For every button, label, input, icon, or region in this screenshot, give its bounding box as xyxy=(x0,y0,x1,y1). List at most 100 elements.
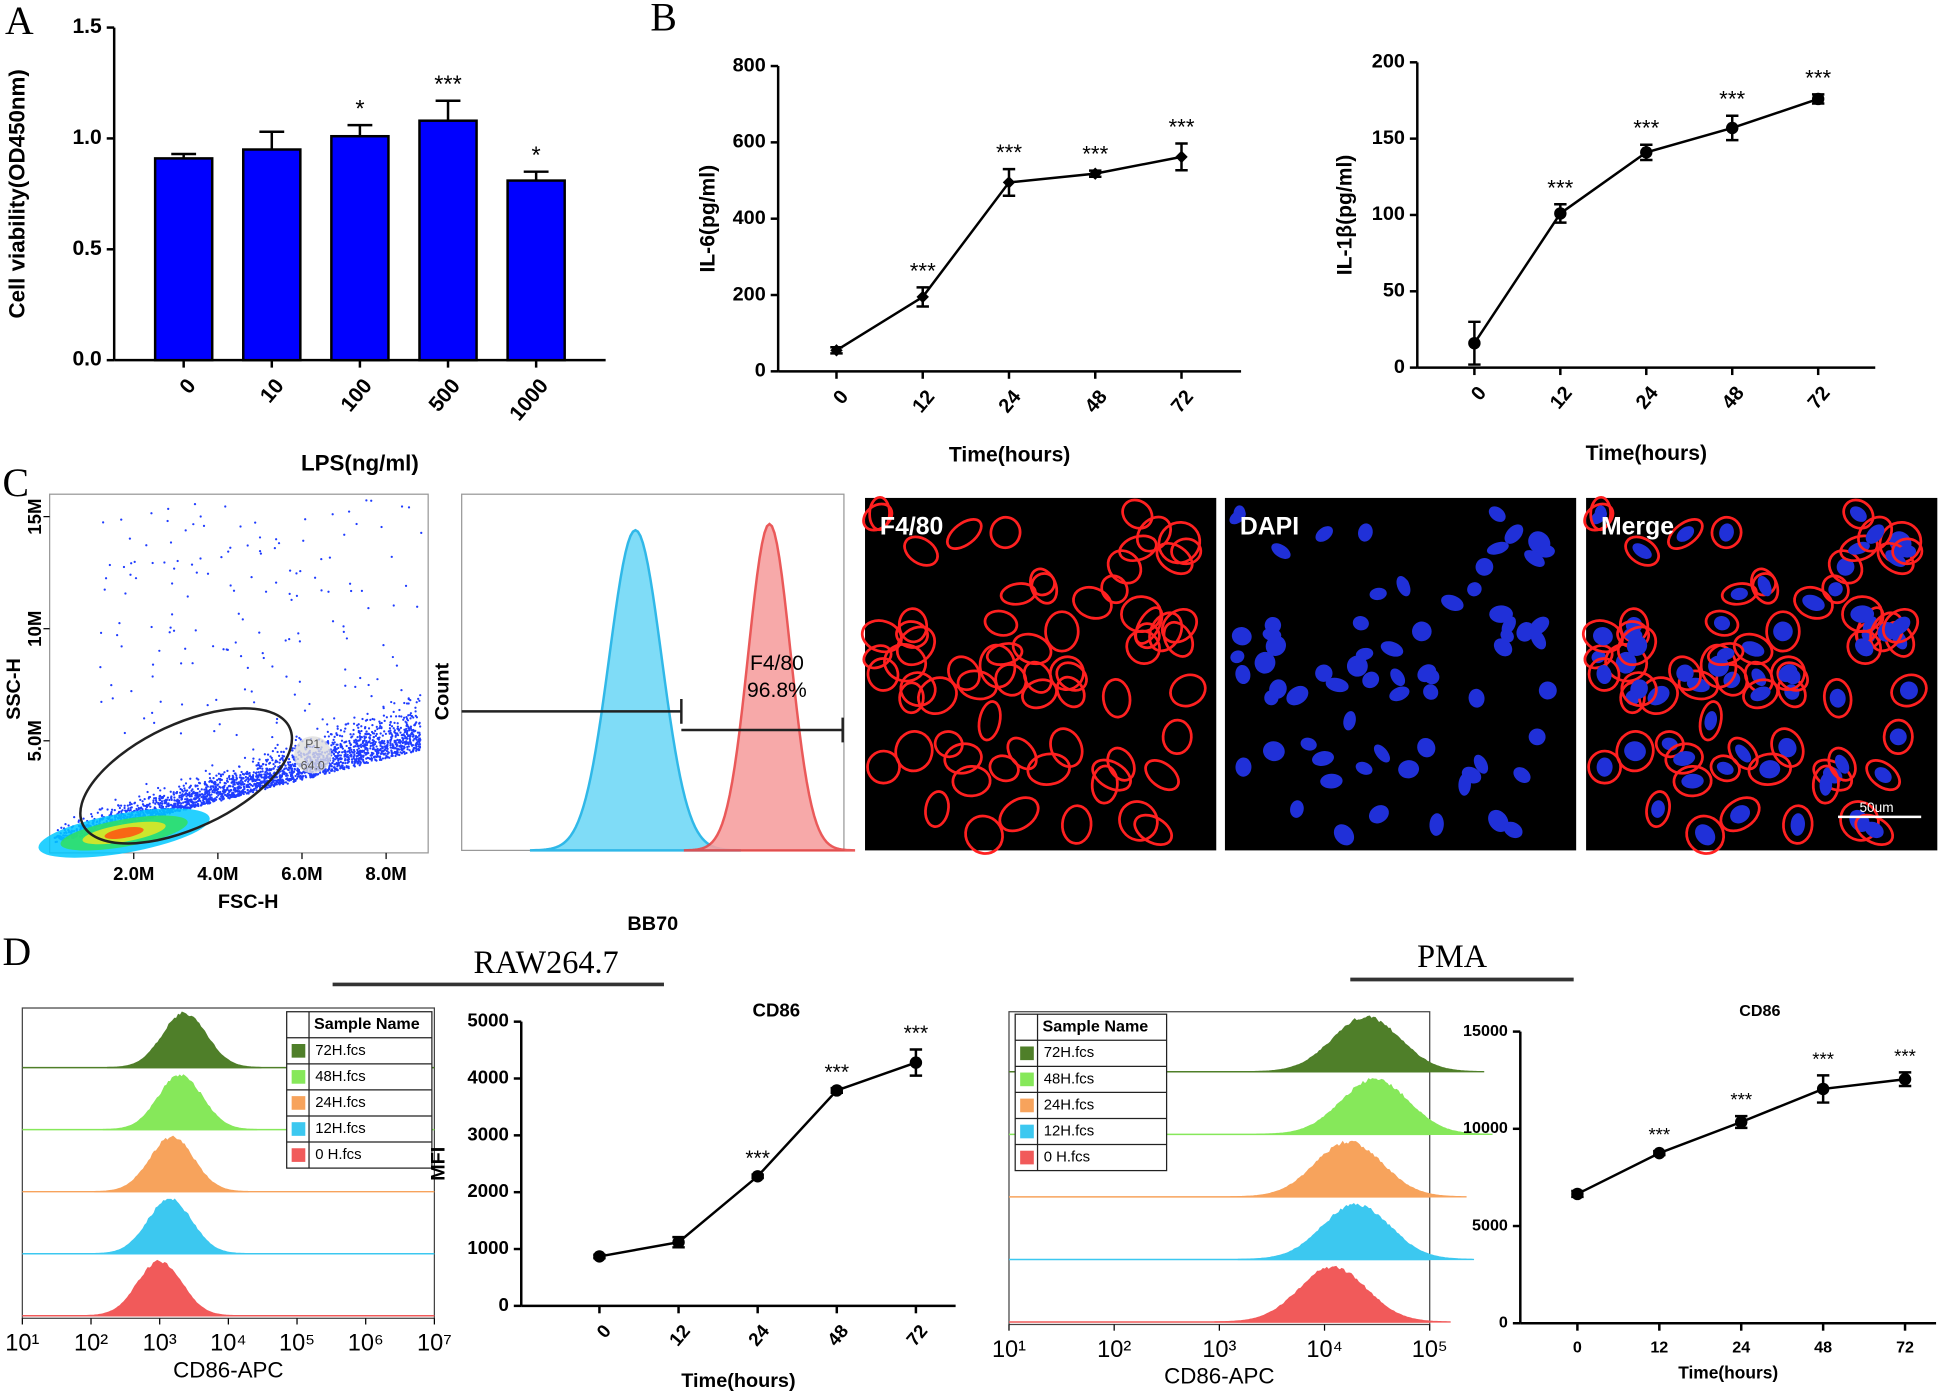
cell-membrane xyxy=(1589,495,1612,532)
event-dot xyxy=(418,733,421,736)
event-dot xyxy=(407,727,410,730)
cell-nucleus xyxy=(1233,505,1246,522)
event-dot xyxy=(336,743,339,746)
cell-nucleus xyxy=(1626,635,1648,657)
x-tick-label: 10⁶ xyxy=(348,1330,384,1356)
event-dot xyxy=(360,589,364,593)
event-dot xyxy=(372,752,375,755)
event-dot xyxy=(386,743,389,746)
cell-membrane xyxy=(1857,515,1894,553)
event-dot xyxy=(166,796,170,799)
event-dot xyxy=(389,741,392,745)
event-dot xyxy=(182,784,185,787)
event-dot xyxy=(205,800,208,804)
event-dot xyxy=(180,798,183,801)
event-dot xyxy=(278,761,281,764)
cell-nucleus xyxy=(1235,664,1251,685)
event-dot xyxy=(372,735,375,739)
event-dot xyxy=(130,562,133,565)
event-dot xyxy=(298,640,301,643)
event-dot xyxy=(352,745,355,748)
event-dot xyxy=(160,797,164,800)
cell-membrane xyxy=(1890,673,1928,708)
x-tick-label: 10⁴ xyxy=(210,1330,246,1356)
event-dot xyxy=(334,747,337,750)
cell-membrane xyxy=(1125,629,1161,666)
event-dot xyxy=(210,796,213,799)
event-dot xyxy=(180,805,184,808)
event-dot xyxy=(263,778,266,781)
event-dot xyxy=(195,571,198,574)
event-dot xyxy=(339,754,343,757)
event-dot xyxy=(232,589,236,592)
event-dot xyxy=(391,754,394,758)
cell-nucleus xyxy=(1719,523,1734,542)
event-dot xyxy=(375,745,378,748)
event-dot xyxy=(205,789,208,792)
gate-name: F4/80 xyxy=(750,652,804,675)
cell-nucleus xyxy=(1352,616,1369,631)
event-dot xyxy=(102,521,105,524)
event-dot xyxy=(271,759,274,762)
cell-nucleus xyxy=(1333,824,1355,846)
event-dot xyxy=(183,787,186,790)
event-dot xyxy=(353,760,356,763)
cell-membrane xyxy=(978,643,1017,689)
event-dot xyxy=(343,759,347,762)
chart-title: CD86 xyxy=(753,1000,801,1021)
event-dot xyxy=(294,762,297,765)
event-dot xyxy=(333,717,336,720)
event-dot xyxy=(180,703,184,706)
significance-label: *** xyxy=(1168,115,1194,140)
cell-nucleus xyxy=(1475,558,1494,576)
cell-nucleus xyxy=(1676,664,1694,682)
event-dot xyxy=(73,815,76,819)
event-dot xyxy=(186,799,190,803)
event-dot xyxy=(188,786,191,789)
cell-membrane xyxy=(1747,752,1792,786)
event-dot xyxy=(268,776,271,780)
event-dot xyxy=(211,790,214,794)
cell-nucleus xyxy=(1488,809,1509,832)
cell-membrane xyxy=(1118,534,1158,563)
event-dot xyxy=(268,762,271,765)
cell-nucleus xyxy=(1312,751,1334,766)
cell-nucleus xyxy=(1829,688,1846,708)
event-dot xyxy=(200,801,203,804)
event-dot xyxy=(321,718,324,721)
event-dot xyxy=(241,781,244,784)
event-dot xyxy=(389,720,392,724)
event-dot xyxy=(184,647,187,650)
event-dot xyxy=(418,742,422,746)
event-dot xyxy=(235,733,238,737)
event-dot xyxy=(90,815,94,818)
cell-membrane xyxy=(1121,498,1154,530)
cell-nucleus xyxy=(1741,641,1765,657)
legend-swatch xyxy=(291,1070,306,1084)
event-dot xyxy=(381,734,384,737)
event-dot xyxy=(353,739,356,742)
event-dot xyxy=(214,783,217,786)
event-dot xyxy=(120,518,123,521)
event-dot xyxy=(366,749,369,752)
event-dot xyxy=(391,655,394,659)
event-dot xyxy=(326,723,329,726)
cell-membrane xyxy=(1710,515,1743,550)
event-dot xyxy=(213,791,216,794)
event-dot xyxy=(359,676,362,680)
y-tick-label: 100 xyxy=(1372,203,1405,225)
event-dot xyxy=(216,784,219,787)
cell-membrane xyxy=(943,742,983,775)
event-dot xyxy=(168,798,171,802)
event-dot xyxy=(367,727,371,730)
point xyxy=(1735,1115,1748,1129)
event-dot xyxy=(295,777,299,780)
event-dot xyxy=(280,757,283,760)
y-axis-label: IL-6(pg/ml) xyxy=(697,165,720,273)
event-dot xyxy=(400,689,403,692)
significance-label: *** xyxy=(1719,87,1745,112)
cell-membrane xyxy=(1827,746,1857,782)
event-dot xyxy=(246,666,249,670)
cell-nucleus xyxy=(1493,638,1513,657)
event-dot xyxy=(188,793,191,796)
